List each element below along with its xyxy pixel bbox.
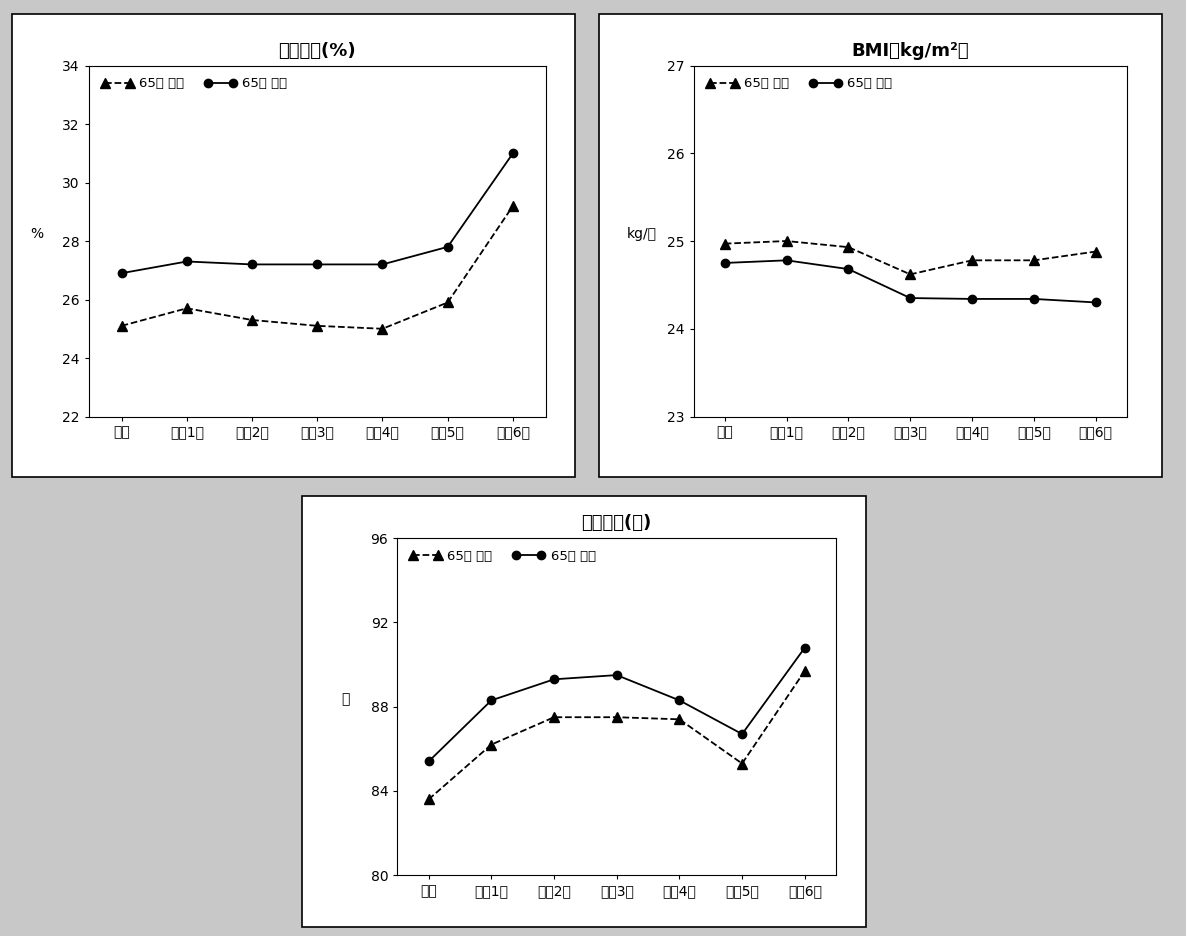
65세 이상 — [610, 669, 624, 680]
65세 이상 — [484, 695, 498, 706]
65세 미만 — [441, 297, 455, 308]
65세 미만 — [114, 320, 128, 331]
65세 이상 — [421, 755, 435, 767]
Line: 65세 이상: 65세 이상 — [425, 644, 809, 766]
Line: 65세 미만: 65세 미만 — [423, 666, 810, 804]
65세 미만 — [779, 235, 793, 246]
65세 이상 — [547, 674, 561, 685]
65세 미만 — [505, 200, 519, 212]
65세 미만 — [547, 711, 561, 723]
65세 미만 — [672, 713, 687, 724]
65세 미만 — [798, 665, 812, 677]
65세 미만 — [421, 794, 435, 805]
65세 미만 — [180, 302, 195, 314]
65세 이상 — [180, 256, 195, 267]
65세 이상 — [965, 293, 980, 304]
65세 미만 — [1027, 255, 1041, 266]
65세 이상 — [735, 728, 750, 739]
65세 미만 — [735, 758, 750, 769]
65세 미만 — [244, 314, 259, 326]
65세 이상 — [779, 255, 793, 266]
Legend: 65세 미만, 65세 이상: 65세 미만, 65세 이상 — [701, 72, 898, 95]
65세 이상 — [375, 258, 389, 270]
65세 미만 — [718, 238, 732, 249]
65세 미만 — [1089, 246, 1103, 257]
65세 이상 — [904, 292, 918, 303]
Legend: 65세 미만, 65세 이상: 65세 미만, 65세 이상 — [96, 72, 293, 95]
Line: 65세 이상: 65세 이상 — [721, 256, 1099, 307]
Y-axis label: kg/㎡: kg/㎡ — [627, 227, 657, 241]
65세 미만 — [484, 739, 498, 750]
65세 미만 — [965, 255, 980, 266]
Y-axis label: %: % — [31, 227, 44, 241]
65세 이상 — [672, 695, 687, 706]
Line: 65세 미만: 65세 미만 — [720, 236, 1101, 279]
65세 이상 — [441, 241, 455, 253]
Title: 체지방률(%): 체지방률(%) — [279, 42, 356, 60]
Title: 허리둘레(㎢): 허리둘레(㎢) — [581, 515, 652, 533]
Line: 65세 미만: 65세 미만 — [116, 201, 518, 333]
65세 미만 — [310, 320, 324, 331]
65세 이상 — [1027, 293, 1041, 304]
65세 미만 — [841, 241, 855, 253]
65세 미만 — [904, 269, 918, 280]
65세 미만 — [610, 711, 624, 723]
65세 이상 — [718, 257, 732, 269]
Y-axis label: ㎢: ㎢ — [342, 693, 350, 707]
65세 이상 — [244, 258, 259, 270]
Line: 65세 이상: 65세 이상 — [117, 149, 517, 277]
65세 이상 — [841, 263, 855, 274]
65세 이상 — [1089, 297, 1103, 308]
Title: BMI（kg/m²）: BMI（kg/m²） — [852, 42, 969, 60]
65세 이상 — [798, 642, 812, 653]
65세 이상 — [114, 268, 128, 279]
Legend: 65세 미만, 65세 이상: 65세 미만, 65세 이상 — [404, 545, 601, 568]
65세 미만 — [375, 323, 389, 334]
65세 이상 — [505, 148, 519, 159]
65세 이상 — [310, 258, 324, 270]
